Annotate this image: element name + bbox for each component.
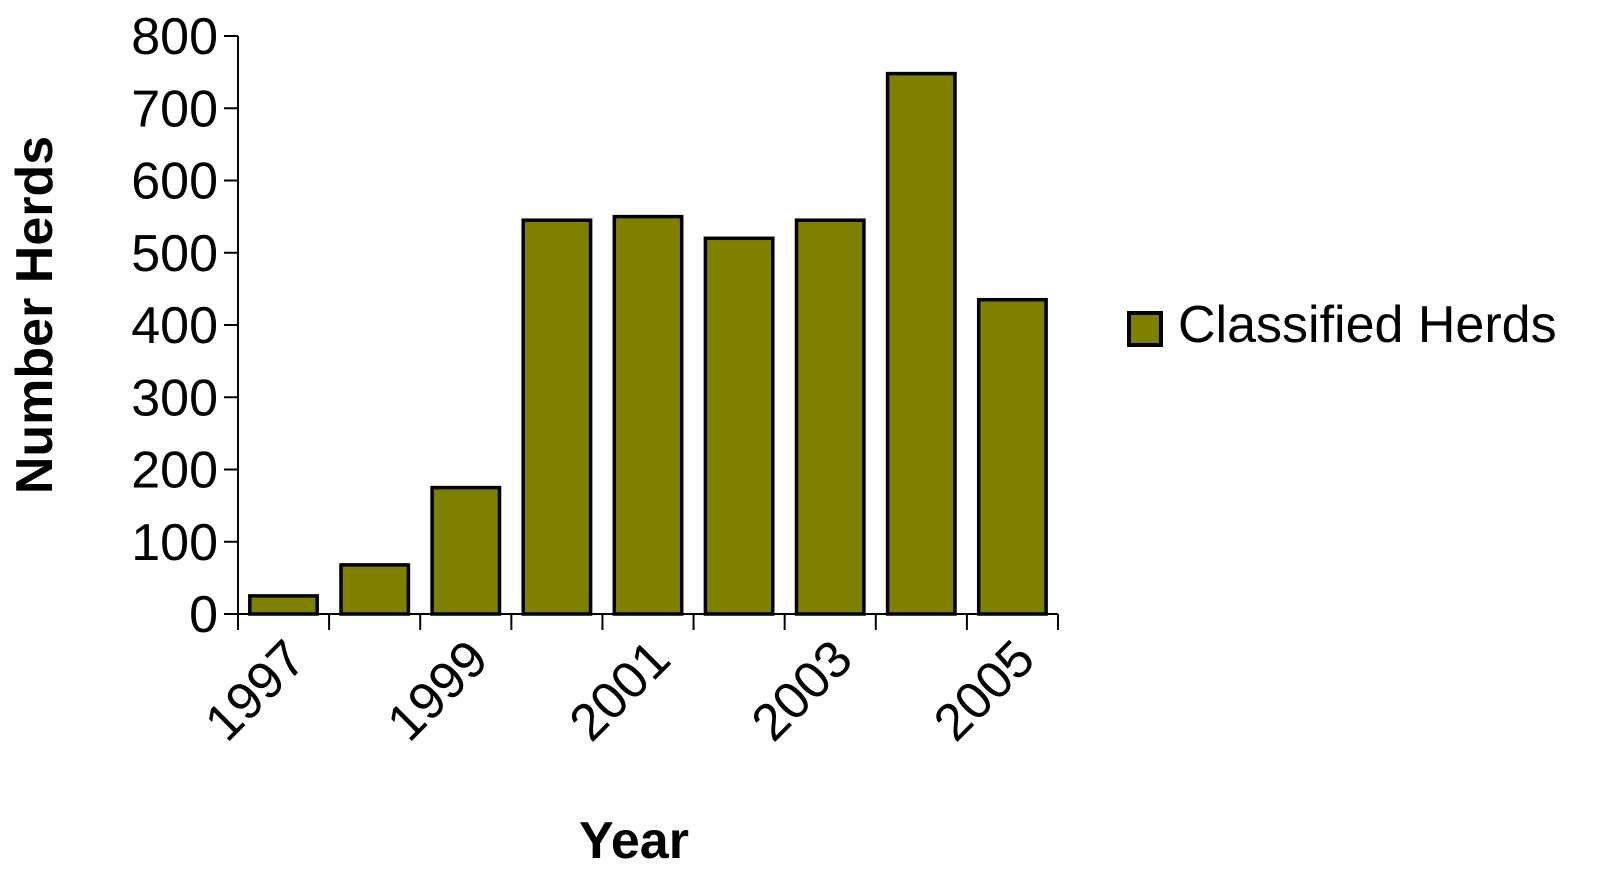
bar-2000 (521, 218, 593, 616)
bars-group (248, 71, 1048, 616)
y-tick-label-0: 0 (189, 586, 218, 644)
bar-1998 (339, 563, 411, 616)
bar-2003 (794, 218, 866, 616)
bar-2004 (885, 71, 957, 616)
y-ticks-group: 0 100 200 300 400 500 600 700 800 (131, 8, 238, 644)
bar-1997 (248, 594, 319, 616)
y-tick-label-600: 600 (131, 153, 218, 211)
bar-1999 (430, 485, 502, 616)
x-tick-label-1999: 1999 (376, 629, 499, 752)
y-tick-label-200: 200 (131, 442, 218, 500)
x-axis-title: Year (579, 812, 689, 870)
legend-label: Classified Herds (1178, 296, 1557, 354)
y-tick-label-700: 700 (131, 80, 218, 138)
bar-2001 (612, 214, 684, 616)
x-tick-label-1997: 1997 (194, 629, 317, 752)
x-ticks-group: 1997 1999 2001 2003 2005 (194, 614, 1059, 752)
legend: Classified Herds (1127, 296, 1557, 354)
y-tick-label-100: 100 (131, 514, 218, 572)
y-tick-label-500: 500 (131, 225, 218, 283)
x-tick-label-2001: 2001 (559, 629, 682, 752)
bar-2002 (703, 236, 775, 616)
y-tick-label-400: 400 (131, 297, 218, 355)
y-tick-label-800: 800 (131, 8, 218, 66)
y-tick-label-300: 300 (131, 369, 218, 427)
x-tick-label-2005: 2005 (923, 629, 1046, 752)
y-axis-title: Number Herds (6, 136, 64, 494)
x-tick-label-2003: 2003 (741, 629, 864, 752)
legend-swatch (1127, 311, 1163, 347)
bar-2005 (976, 297, 1048, 616)
